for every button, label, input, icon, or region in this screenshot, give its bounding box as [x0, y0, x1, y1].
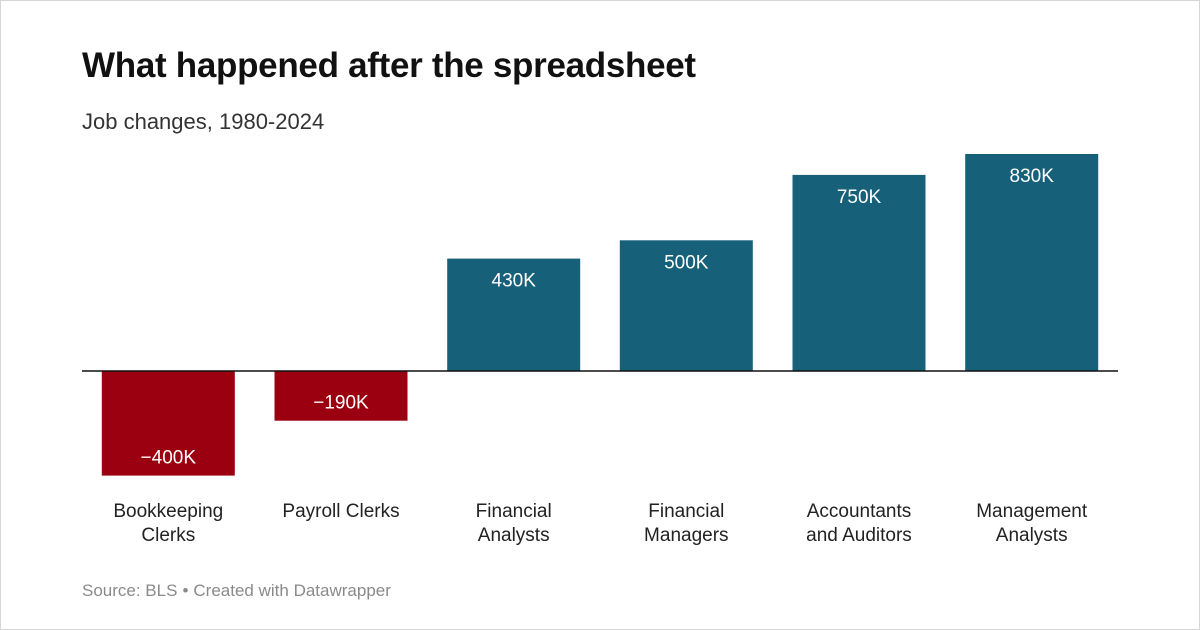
bar-0 — [101, 371, 235, 476]
category-label-4: Accountants and Auditors — [806, 501, 912, 546]
bar-3 — [619, 240, 753, 371]
credit-note: Created with Datawrapper — [193, 581, 391, 600]
chart-subtitle: Job changes, 1980-2024 — [82, 109, 325, 134]
bar-1 — [274, 371, 408, 421]
category-label-2: Financial Analysts — [476, 501, 552, 546]
source-note: Source: BLS — [82, 581, 178, 600]
category-label-1: Payroll Clerks — [282, 501, 399, 522]
value-label-5: 830K — [1010, 166, 1055, 187]
category-label-0: Bookkeeping Clerks — [113, 501, 223, 546]
chart-footer: Source: BLS • Created with Datawrapper — [82, 581, 391, 601]
footer-separator: • — [182, 581, 189, 600]
value-label-0: −400K — [141, 448, 197, 469]
value-label-4: 750K — [837, 187, 882, 208]
bar-2 — [447, 258, 581, 371]
bar-5 — [965, 154, 1099, 371]
category-label-3: Financial Managers — [644, 501, 729, 546]
category-label-5: Management Analysts — [976, 501, 1088, 546]
value-label-1: −190K — [313, 393, 369, 414]
value-label-2: 430K — [492, 271, 537, 292]
chart-title: What happened after the spreadsheet — [82, 46, 696, 85]
value-label-3: 500K — [664, 252, 709, 273]
bar-4 — [792, 174, 926, 371]
